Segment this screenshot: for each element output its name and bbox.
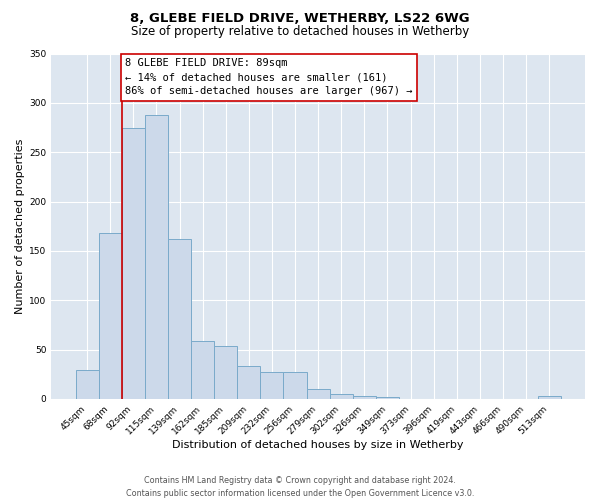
- Bar: [538, 396, 561, 399]
- Text: 8, GLEBE FIELD DRIVE, WETHERBY, LS22 6WG: 8, GLEBE FIELD DRIVE, WETHERBY, LS22 6WG: [130, 12, 470, 26]
- Bar: [122, 128, 145, 399]
- Bar: [214, 346, 237, 399]
- Bar: [283, 372, 307, 399]
- Text: 8 GLEBE FIELD DRIVE: 89sqm
← 14% of detached houses are smaller (161)
86% of sem: 8 GLEBE FIELD DRIVE: 89sqm ← 14% of deta…: [125, 58, 413, 96]
- Bar: [307, 389, 329, 399]
- Bar: [353, 396, 376, 399]
- Text: Size of property relative to detached houses in Wetherby: Size of property relative to detached ho…: [131, 25, 469, 38]
- Bar: [168, 239, 191, 399]
- Bar: [145, 114, 168, 399]
- Bar: [98, 233, 122, 399]
- Bar: [329, 394, 353, 399]
- Bar: [260, 372, 283, 399]
- Bar: [237, 366, 260, 399]
- Bar: [376, 397, 399, 399]
- Bar: [76, 370, 98, 399]
- X-axis label: Distribution of detached houses by size in Wetherby: Distribution of detached houses by size …: [172, 440, 464, 450]
- Y-axis label: Number of detached properties: Number of detached properties: [15, 138, 25, 314]
- Text: Contains HM Land Registry data © Crown copyright and database right 2024.
Contai: Contains HM Land Registry data © Crown c…: [126, 476, 474, 498]
- Bar: [191, 340, 214, 399]
